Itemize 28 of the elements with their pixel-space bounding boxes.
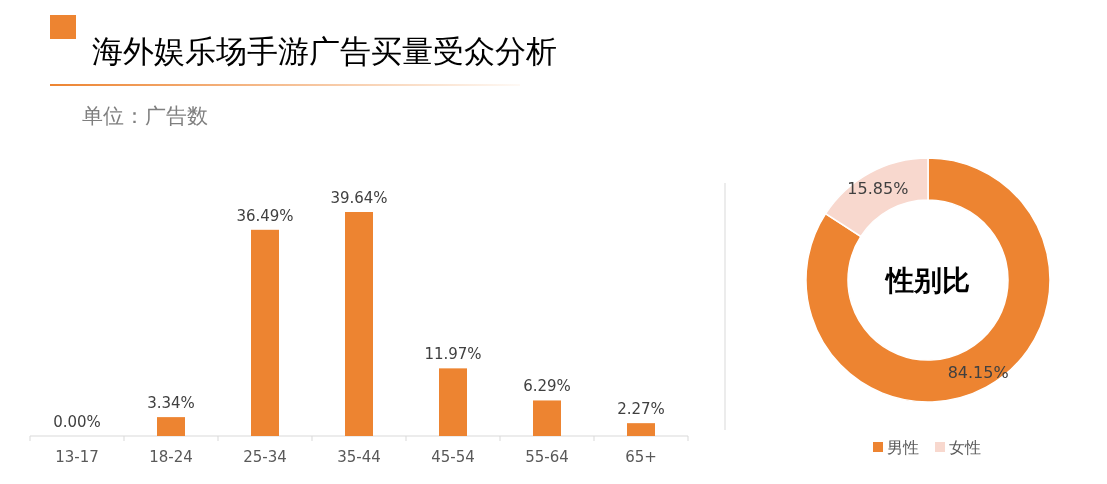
chart-subtitle: 单位：广告数: [82, 104, 208, 128]
bar: [627, 423, 655, 436]
legend-label: 女性: [949, 438, 981, 457]
data-label: 15.85%: [847, 178, 909, 198]
bar: [345, 212, 373, 436]
donut-slice: [805, 157, 1051, 403]
x-tick-label: 45-54: [431, 448, 475, 466]
data-label: 2.27%: [617, 400, 665, 419]
x-tick-label: 65+: [625, 448, 657, 466]
data-label: 36.49%: [236, 206, 294, 225]
bar: [157, 417, 185, 436]
bar: [439, 368, 467, 436]
data-label: 0.00%: [53, 413, 101, 431]
x-tick-label: 35-44: [337, 448, 381, 466]
data-label: 3.34%: [147, 394, 195, 413]
x-tick-label: 55-64: [525, 448, 569, 466]
x-tick-label: 18-24: [149, 448, 193, 466]
text: 性别比: [884, 264, 970, 297]
x-tick-label: 25-34: [243, 448, 287, 466]
data-label: 39.64%: [330, 189, 388, 207]
x-tick-label: 13-17: [55, 448, 99, 466]
legend-label: 男性: [887, 438, 919, 457]
bar: [251, 229, 279, 436]
data-label: 6.29%: [523, 377, 571, 396]
data-label: 11.97%: [424, 345, 482, 364]
bar: [533, 400, 561, 436]
data-label: 84.15%: [947, 363, 1009, 383]
chart-title: 海外娱乐场手游广告买量受众分析: [92, 33, 557, 69]
